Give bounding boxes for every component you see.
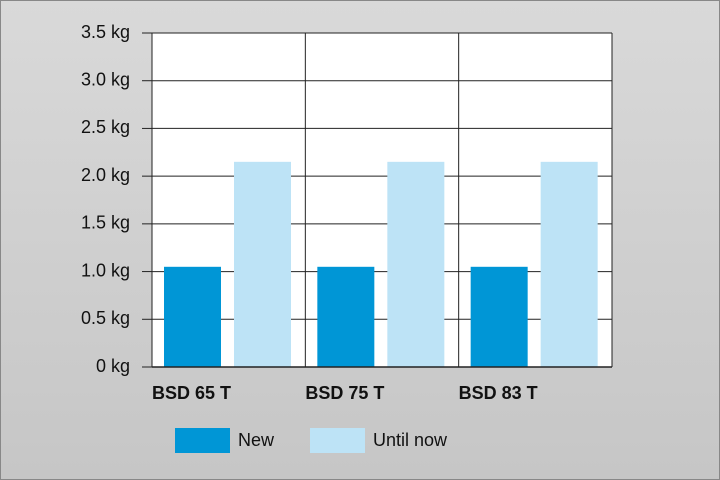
plot-area xyxy=(152,33,612,367)
x-tick-label: BSD 75 T xyxy=(305,383,384,403)
y-tick-label: 3.5 kg xyxy=(81,22,130,42)
legend-label: New xyxy=(238,430,275,450)
x-tick-label: BSD 65 T xyxy=(152,383,231,403)
bar xyxy=(387,161,445,367)
bar xyxy=(470,266,528,367)
y-tick-label: 3.0 kg xyxy=(81,69,130,89)
legend-swatch xyxy=(310,428,365,453)
y-tick-label: 2.0 kg xyxy=(81,165,130,185)
legend-swatch xyxy=(175,428,230,453)
y-tick-label: 2.5 kg xyxy=(81,117,130,137)
bar xyxy=(540,161,598,367)
bar xyxy=(234,161,291,367)
bar xyxy=(317,266,375,367)
legend-label: Until now xyxy=(373,430,448,450)
y-tick-label: 0 kg xyxy=(96,356,130,376)
x-tick-label: BSD 83 T xyxy=(459,383,538,403)
y-tick-label: 1.5 kg xyxy=(81,213,130,233)
y-tick-label: 0.5 kg xyxy=(81,308,130,328)
bar xyxy=(164,266,221,367)
y-tick-label: 1.0 kg xyxy=(81,260,130,280)
